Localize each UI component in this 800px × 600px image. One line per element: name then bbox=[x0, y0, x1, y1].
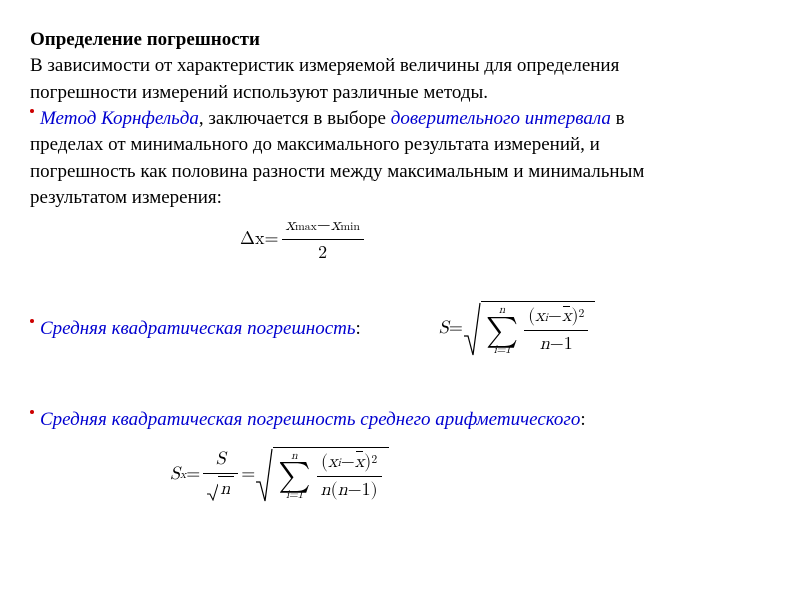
sym-S: S bbox=[439, 317, 449, 340]
formula-rms-of-mean: Sx = S n = bbox=[170, 447, 770, 502]
bullet-icon bbox=[30, 319, 34, 323]
confidence-interval-term: доверительного интервала bbox=[391, 108, 611, 129]
paren: ) bbox=[571, 305, 578, 328]
method-kornfeld: Метод Корнфельда bbox=[40, 108, 199, 129]
colon: : bbox=[356, 318, 361, 339]
summation: n ∑ i=1 bbox=[486, 305, 518, 356]
bullet-1-cont: пределах от минимального до максимальног… bbox=[30, 133, 770, 157]
heading: Определение погрешности bbox=[30, 28, 770, 52]
formula-kornfeld: Δx = xmax − xmin 2 bbox=[240, 214, 770, 265]
fraction: xmax − xmin 2 bbox=[282, 214, 364, 265]
sym-n: n bbox=[540, 333, 550, 356]
paren: ) bbox=[364, 451, 371, 474]
sup-2: 2 bbox=[578, 308, 584, 323]
intro-line-1: В зависимости от характеристик измеряемо… bbox=[30, 54, 770, 78]
bullet-item-3: Средняя квадратическая погрешность средн… bbox=[30, 408, 770, 432]
sym-minus: − bbox=[548, 305, 562, 328]
bullet-item-2: Средняя квадратическая погрешность: bbox=[30, 317, 361, 341]
bullet-1-cont: результатом измерения: bbox=[30, 186, 770, 210]
sub-x: x bbox=[180, 469, 186, 484]
sqrt: n bbox=[207, 476, 234, 501]
sym-minus: − bbox=[341, 451, 355, 474]
rms-of-mean-term: Средняя квадратическая погрешность средн… bbox=[40, 409, 580, 430]
bullet-1-cont: погрешность как половина разности между … bbox=[30, 160, 770, 184]
fraction: (xi − x)2 n − 1 bbox=[524, 305, 588, 356]
sym-xbar: x bbox=[562, 305, 572, 328]
sym-x: x bbox=[328, 451, 338, 474]
fraction: (xi − x)2 n(n − 1) bbox=[317, 451, 382, 502]
radical-icon bbox=[463, 301, 481, 356]
sym-2: 2 bbox=[314, 242, 331, 265]
sym-S: S bbox=[212, 448, 230, 471]
sym-n: n bbox=[338, 479, 348, 502]
sym-minus: − bbox=[317, 214, 331, 237]
sym-minus: − bbox=[348, 479, 362, 502]
sub-i: i bbox=[338, 457, 341, 472]
sum-lower: i=1 bbox=[494, 345, 511, 357]
sym-x: x bbox=[535, 305, 545, 328]
sqrt: n ∑ i=1 (xi − x)2 n(n − 1) bbox=[255, 447, 388, 502]
radical-icon bbox=[207, 476, 218, 501]
sigma-icon: ∑ bbox=[486, 317, 518, 345]
paren: ) bbox=[371, 479, 378, 502]
sigma-icon: ∑ bbox=[278, 462, 310, 490]
sub-min: min bbox=[340, 221, 359, 236]
rms-error-term: Средняя квадратическая погрешность bbox=[40, 318, 356, 339]
bullet-icon bbox=[30, 109, 34, 113]
intro-line-2: погрешности измерений используют различн… bbox=[30, 81, 770, 105]
sub-max: max bbox=[295, 221, 317, 236]
sym-x: x bbox=[286, 214, 296, 237]
sup-2: 2 bbox=[371, 454, 377, 469]
sym-eq: = bbox=[265, 228, 279, 251]
fraction: S n bbox=[203, 448, 238, 501]
paren: ( bbox=[331, 479, 338, 502]
slide-content: Определение погрешности В зависимости от… bbox=[0, 0, 800, 530]
paren: ( bbox=[321, 451, 328, 474]
sqrt: n ∑ i=1 (xi − x)2 n − 1 bbox=[463, 301, 596, 356]
text: , заключается в выборе bbox=[199, 108, 391, 129]
sym-x: x bbox=[331, 214, 341, 237]
paren: ( bbox=[528, 305, 535, 328]
text: в bbox=[611, 108, 625, 129]
bullet-icon bbox=[30, 410, 34, 414]
sym-S: S bbox=[170, 463, 180, 486]
sym-minus: − bbox=[550, 333, 564, 356]
sym-eq: = bbox=[449, 317, 463, 340]
bullet-item-2-row: Средняя квадратическая погрешность: S = … bbox=[30, 301, 770, 356]
sum-lower: i=1 bbox=[286, 490, 303, 502]
sym-eq: = bbox=[186, 463, 200, 486]
formula-rms: S = n ∑ i=1 (xi − x)2 bbox=[439, 301, 596, 356]
sym-delta-x: Δx bbox=[240, 228, 265, 251]
sym-1: 1 bbox=[564, 333, 573, 356]
radical-icon bbox=[255, 447, 273, 502]
summation: n ∑ i=1 bbox=[278, 451, 310, 502]
bullet-item-1: Метод Корнфельда, заключается в выборе д… bbox=[30, 107, 770, 131]
sub-i: i bbox=[545, 312, 548, 327]
sym-eq: = bbox=[241, 463, 255, 486]
sym-xbar: x bbox=[355, 451, 365, 474]
colon: : bbox=[580, 409, 585, 430]
sym-n: n bbox=[321, 479, 331, 502]
sym-1: 1 bbox=[362, 479, 371, 502]
sym-n: n bbox=[220, 478, 230, 501]
